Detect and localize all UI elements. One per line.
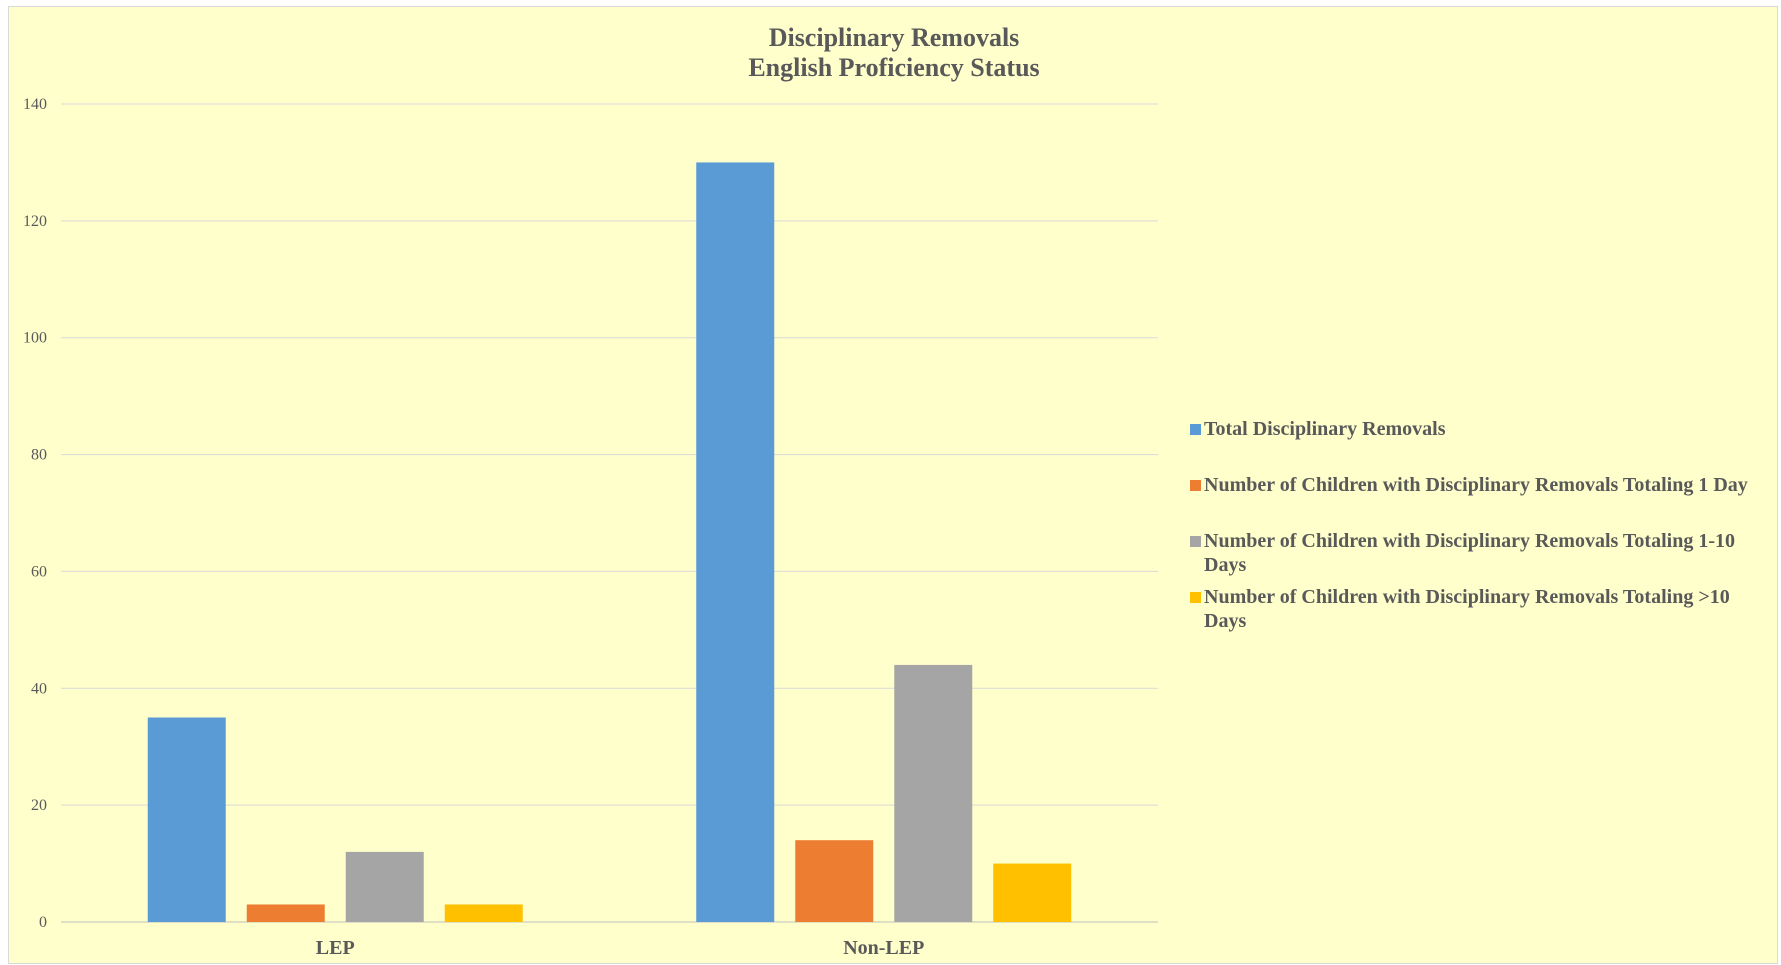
legend-item-1-day: Number of Children with Disciplinary Rem… [1190, 473, 1770, 529]
legend-item-over-10-days: Number of Children with Disciplinary Rem… [1190, 585, 1770, 641]
legend-label-over-10-days: Number of Children with Disciplinary Rem… [1204, 586, 1730, 632]
legend-swatch-total [1190, 424, 1201, 435]
legend: Total Disciplinary Removals Number of Ch… [1190, 417, 1770, 641]
chart-subtitle: English Proficiency Status [748, 53, 1040, 82]
bar [993, 863, 1072, 922]
legend-label-1-day: Number of Children with Disciplinary Rem… [1204, 474, 1748, 496]
bar [345, 851, 424, 922]
x-category-label: LEP [316, 937, 355, 959]
y-tick-label: 120 [23, 213, 47, 230]
legend-label-1-10-days: Number of Children with Disciplinary Rem… [1204, 530, 1735, 576]
x-category-label: Non-LEP [843, 937, 924, 959]
bar [696, 162, 775, 922]
legend-item-1-10-days: Number of Children with Disciplinary Rem… [1190, 529, 1770, 585]
bar [894, 664, 973, 922]
legend-item-total: Total Disciplinary Removals [1190, 417, 1770, 473]
y-tick-label: 80 [31, 447, 47, 464]
bar [246, 904, 325, 922]
chart-area: Disciplinary Removals English Proficienc… [8, 6, 1778, 964]
bar [795, 840, 874, 922]
chart-title: Disciplinary Removals [768, 23, 1020, 52]
y-tick-label: 0 [39, 914, 47, 931]
legend-swatch-1-10-days [1190, 536, 1201, 547]
legend-swatch-1-day [1190, 480, 1201, 491]
y-tick-label: 100 [23, 330, 47, 347]
bar [147, 717, 226, 922]
legend-label-total: Total Disciplinary Removals [1204, 418, 1446, 440]
bar [444, 904, 523, 922]
legend-swatch-over-10-days [1190, 592, 1201, 603]
y-tick-label: 20 [31, 797, 47, 814]
bar-chart: 0 20 40 60 80 100 120 140 LEP Non-LEP [23, 96, 1158, 959]
y-tick-label: 140 [23, 96, 47, 113]
y-tick-label: 40 [31, 680, 47, 697]
y-tick-label: 60 [31, 563, 47, 580]
